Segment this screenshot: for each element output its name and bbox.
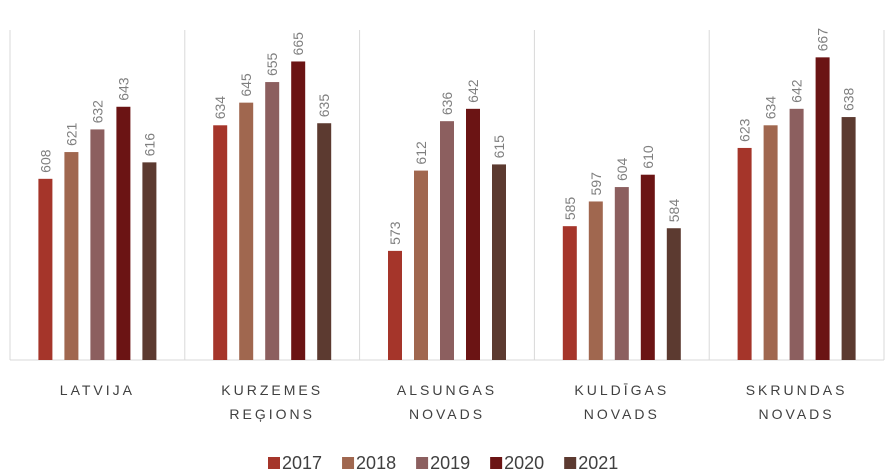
bar bbox=[614, 187, 629, 360]
bar bbox=[265, 82, 280, 360]
data-label: 623 bbox=[737, 118, 753, 142]
bar bbox=[213, 125, 228, 360]
bar bbox=[440, 121, 454, 360]
bar bbox=[666, 228, 681, 360]
data-label: 608 bbox=[37, 149, 53, 173]
data-label: 615 bbox=[491, 135, 507, 159]
legend-label: 2017 bbox=[282, 453, 322, 473]
data-label: 643 bbox=[115, 77, 131, 101]
bar bbox=[239, 102, 254, 360]
bar bbox=[789, 108, 804, 360]
legend-swatch bbox=[490, 457, 503, 469]
legend-label: 2019 bbox=[430, 453, 470, 473]
data-label: 665 bbox=[290, 32, 306, 56]
bar bbox=[815, 57, 830, 361]
bar bbox=[763, 125, 778, 360]
data-label: 636 bbox=[439, 92, 455, 116]
bar bbox=[737, 147, 752, 360]
data-label: 638 bbox=[841, 87, 857, 111]
data-label: 642 bbox=[789, 79, 805, 103]
bar bbox=[388, 250, 402, 360]
data-label: 621 bbox=[63, 122, 79, 146]
legend-swatch bbox=[564, 457, 577, 469]
bar bbox=[291, 61, 306, 361]
data-label: 667 bbox=[815, 28, 831, 52]
bar bbox=[38, 178, 53, 360]
bar bbox=[142, 162, 157, 360]
data-label: 635 bbox=[316, 94, 332, 118]
bar bbox=[64, 152, 79, 360]
x-tick-label: LATVIJA bbox=[59, 382, 135, 398]
data-label: 610 bbox=[640, 145, 656, 169]
data-label: 634 bbox=[763, 96, 779, 120]
data-label: 655 bbox=[264, 52, 280, 76]
data-label: 612 bbox=[413, 141, 429, 165]
data-label: 642 bbox=[465, 79, 481, 103]
legend-swatch bbox=[416, 457, 429, 469]
bar bbox=[562, 226, 577, 360]
x-tick-label: SKRUNDAS NOVADS bbox=[745, 382, 848, 422]
x-tick-label: KULDĪGAS NOVADS bbox=[574, 382, 670, 422]
bar bbox=[640, 174, 655, 360]
bar bbox=[116, 106, 131, 360]
legend-label: 2020 bbox=[504, 453, 544, 473]
data-label: 584 bbox=[666, 199, 682, 223]
data-label: 645 bbox=[238, 73, 254, 97]
bar bbox=[841, 117, 856, 360]
data-label: 585 bbox=[562, 197, 578, 221]
bar bbox=[466, 108, 480, 360]
bar bbox=[90, 129, 105, 360]
legend-label: 2021 bbox=[578, 453, 618, 473]
legend-swatch bbox=[268, 457, 280, 469]
data-label: 573 bbox=[387, 221, 403, 245]
bar bbox=[414, 170, 428, 360]
legend-label: 2018 bbox=[356, 453, 396, 473]
data-label: 604 bbox=[614, 157, 630, 181]
data-label: 616 bbox=[141, 133, 157, 157]
x-tick-label: ALSUNGAS NOVADS bbox=[396, 382, 498, 422]
bar bbox=[317, 123, 332, 360]
data-label: 634 bbox=[212, 96, 228, 120]
data-label: 632 bbox=[89, 100, 105, 124]
bar bbox=[492, 164, 506, 360]
x-tick-label: KURZEMES REĢIONS bbox=[221, 382, 324, 422]
bar bbox=[588, 201, 603, 360]
data-label: 597 bbox=[588, 172, 604, 196]
legend-swatch bbox=[342, 457, 355, 469]
